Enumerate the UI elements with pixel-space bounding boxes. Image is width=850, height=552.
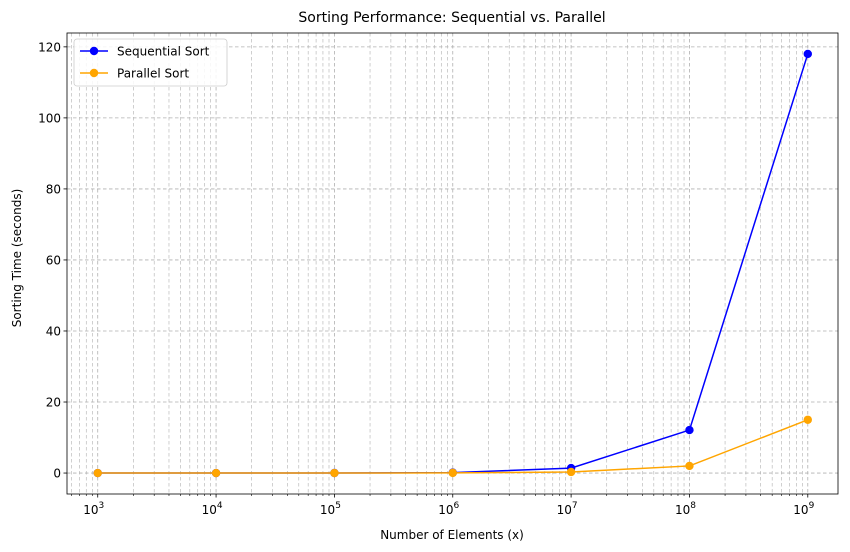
legend-label-2: Parallel Sort [117, 67, 189, 81]
series-2-point [803, 415, 812, 424]
x-tick-label: 109 [793, 501, 814, 517]
y-tick-label: 120 [38, 40, 61, 54]
legend-marker-2 [89, 68, 99, 78]
series-2-point [211, 468, 221, 478]
y-tick-label: 80 [46, 182, 61, 196]
y-tick-label: 20 [46, 396, 61, 410]
series-2-point [330, 468, 339, 478]
plot-area: 0 20 40 60 80 100 120 103 104 105 106 107 108 109 Sequ… [38, 32, 839, 517]
series-2-point [448, 468, 457, 478]
y-tick-label: 60 [46, 253, 61, 267]
x-axis-label: Number of Elements (x) [380, 528, 524, 542]
x-tick-label: 103 [83, 501, 104, 517]
series-1-point [685, 425, 694, 435]
legend-box [73, 38, 228, 87]
y-tick-label: 100 [38, 111, 61, 125]
series-2-point [93, 468, 102, 478]
x-tick-label: 105 [320, 501, 341, 517]
legend: Sequential Sort Parallel Sort [73, 38, 228, 87]
series-1-point [803, 49, 812, 59]
y-axis-label: Sorting Time (seconds) [10, 189, 24, 328]
y-tick-label: 40 [46, 324, 61, 338]
series-2-point [566, 467, 576, 477]
x-tick-label: 104 [202, 501, 223, 517]
legend-label-1: Sequential Sort [117, 45, 210, 59]
x-tick-label: 108 [675, 501, 696, 517]
legend-marker-1 [89, 46, 99, 56]
axes-frame [66, 32, 839, 495]
series-2-point [685, 461, 694, 471]
x-tick-label: 106 [438, 501, 459, 517]
x-tick-label: 107 [557, 501, 578, 517]
chart-title: Sorting Performance: Sequential vs. Para… [298, 10, 605, 26]
y-tick-label: 0 [53, 467, 61, 481]
